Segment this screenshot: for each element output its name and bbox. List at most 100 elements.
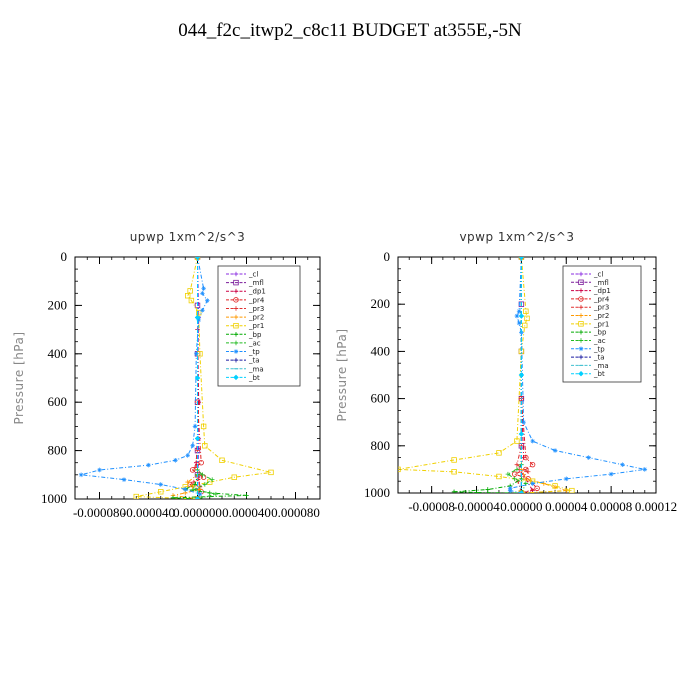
data-point — [507, 488, 513, 493]
legend-label: _ac — [593, 337, 606, 345]
legend-item: _dp1 — [571, 287, 611, 295]
data-point — [213, 491, 219, 497]
data-point — [521, 419, 526, 425]
legend-item: _pr1 — [571, 320, 609, 328]
legend-marker — [233, 374, 239, 381]
data-point — [209, 477, 215, 482]
data-point — [552, 483, 558, 489]
x-tick-label: 0.00012 — [635, 499, 677, 514]
data-point — [496, 450, 502, 456]
legend-item: _cl — [571, 271, 603, 279]
legend-item: _bt — [226, 374, 260, 382]
legend-marker — [578, 313, 584, 318]
data-point — [184, 293, 191, 299]
legend-label: _bt — [593, 370, 605, 378]
legend-label: _ac — [248, 339, 261, 347]
series-line — [192, 257, 217, 499]
data-point — [514, 438, 520, 444]
data-point — [193, 351, 199, 357]
data-point — [198, 460, 204, 466]
data-point — [507, 485, 513, 491]
legend-marker — [233, 357, 239, 363]
data-point — [121, 477, 127, 482]
data-point — [451, 457, 457, 463]
y-tick-label: 0 — [61, 249, 68, 264]
data-point — [219, 457, 225, 463]
data-point — [552, 484, 558, 490]
data-point — [190, 484, 195, 490]
legend-label: _pr3 — [248, 305, 264, 313]
data-point — [197, 491, 203, 497]
data-point — [133, 493, 139, 499]
data-point — [194, 435, 201, 442]
legend-marker — [233, 322, 239, 329]
legend-item: _mfl — [571, 279, 609, 287]
data-point — [511, 471, 518, 477]
data-point — [200, 423, 207, 430]
series-line — [136, 257, 272, 499]
legend-label: _mfl — [593, 279, 609, 287]
data-point — [512, 476, 517, 482]
legend-item: _pr3 — [226, 305, 264, 313]
y-tick-label: 200 — [48, 297, 68, 312]
data-point — [231, 474, 237, 480]
x-tick-label: -0.000040 — [122, 505, 175, 520]
series-pr1 — [398, 257, 575, 493]
data-point — [530, 481, 535, 486]
legend-item: _bp — [571, 329, 607, 337]
data-point — [530, 438, 535, 444]
series-bt — [518, 257, 525, 493]
data-point — [496, 473, 502, 480]
data-point — [620, 462, 625, 467]
data-point — [188, 297, 195, 304]
data-point — [552, 448, 558, 453]
legend-marker — [578, 346, 584, 352]
legend-label: _pr2 — [593, 312, 609, 320]
legend-label: _bt — [248, 374, 260, 382]
x-tick-label: 0.00000 — [500, 499, 542, 514]
data-point — [642, 467, 648, 472]
legend-marker — [233, 271, 239, 277]
legend-label: _cl — [593, 271, 603, 279]
legend-marker — [578, 279, 584, 286]
x-tick-label: 0.00004 — [545, 499, 588, 514]
legend-item: _ta — [571, 354, 605, 362]
figure-title: 044_f2c_itwp2_c8c11 BUDGET at355E,-5N — [178, 20, 522, 41]
data-point — [158, 482, 164, 487]
legend-label: _pr4 — [593, 295, 610, 303]
data-point — [194, 496, 201, 499]
data-point — [474, 490, 479, 493]
panel-title: upwp 1xm^2/s^3 — [130, 230, 246, 244]
legend-item: _mfl — [226, 279, 264, 287]
data-point — [518, 313, 525, 319]
series-line — [513, 257, 539, 493]
data-point — [563, 476, 569, 482]
legend-item: _ma — [571, 362, 609, 370]
legend-item: _cl — [226, 271, 258, 279]
data-point — [244, 493, 249, 498]
legend-label: _pr2 — [248, 314, 264, 322]
y-tick-label: 200 — [371, 296, 391, 311]
legend: _cl_mfl_dp1_pr4_pr3_pr2_pr1_bp_ac_tp_ta_… — [217, 265, 301, 387]
data-point — [197, 487, 203, 492]
series-bt — [194, 257, 201, 499]
legend-item: _tp — [571, 345, 605, 353]
legend-label: _dp1 — [248, 288, 266, 296]
legend-item: _pr4 — [226, 296, 265, 304]
plot-area — [78, 257, 274, 499]
y-tick-label: 1000 — [41, 491, 67, 506]
data-point — [451, 489, 457, 493]
x-tick-label: -0.000080 — [73, 505, 126, 520]
legend-marker — [233, 279, 239, 286]
data-point — [534, 485, 540, 491]
series-line — [516, 257, 529, 493]
data-point — [525, 469, 531, 475]
legend-item: _tp — [226, 348, 260, 356]
legend-item: _pr2 — [226, 314, 264, 322]
legend-marker — [578, 296, 584, 302]
data-point — [158, 489, 164, 495]
y-tick-label: 800 — [371, 438, 391, 453]
y-axis-label: Pressure [hPa] — [335, 328, 349, 421]
legend-label: _tp — [248, 348, 260, 356]
